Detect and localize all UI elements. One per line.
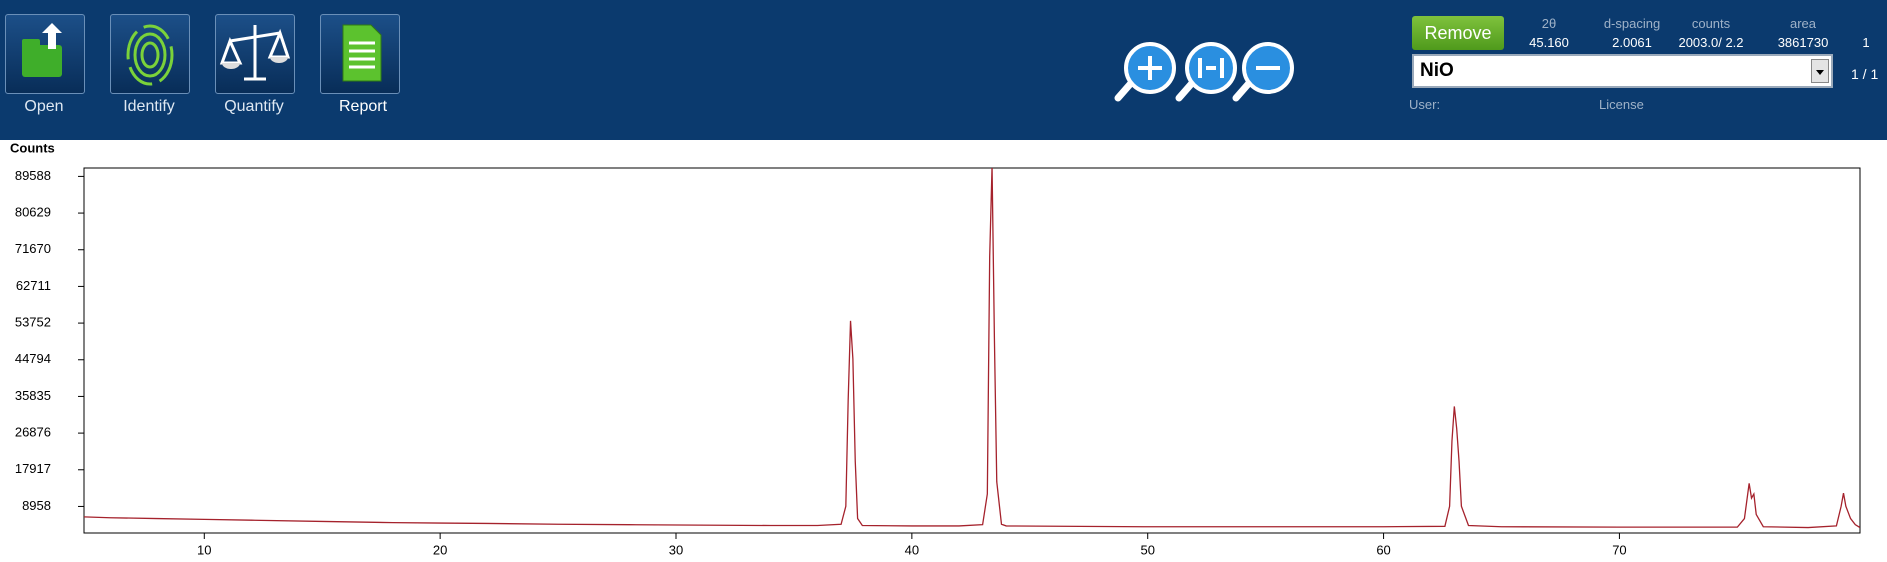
remove-button[interactable]: Remove	[1412, 16, 1504, 50]
y-tick-label: 89588	[15, 168, 51, 183]
y-tick-label: 26876	[15, 425, 51, 440]
open-icon	[22, 23, 62, 77]
zoom-reset[interactable]	[1175, 42, 1237, 102]
quantify-icon	[219, 25, 291, 81]
identify-button[interactable]	[110, 14, 190, 94]
zoom-in[interactable]	[1114, 42, 1176, 102]
y-tick-label: 8958	[22, 498, 51, 513]
quantify-button[interactable]	[215, 14, 295, 94]
column-value: 45.160	[1529, 35, 1569, 50]
column-value: 2003.0/ 2.2	[1678, 35, 1744, 50]
x-tick-label: 70	[1612, 542, 1626, 557]
y-tick-label: 62711	[16, 278, 51, 293]
column-header: d-spacing	[1603, 16, 1661, 31]
dropdown-arrow[interactable]	[1811, 59, 1829, 83]
column-header: 2θ	[1541, 16, 1557, 31]
x-tick-label: 40	[905, 542, 919, 557]
chart: Counts 8958 17917 26876 35835 44794 53752 6271…	[10, 140, 1861, 557]
x-tick-label: 30	[669, 542, 683, 557]
y-axis-title: Counts	[10, 140, 55, 155]
phase-dropdown[interactable]: NiO	[1412, 54, 1833, 88]
open-button[interactable]	[5, 14, 85, 94]
plot-frame	[83, 167, 1861, 534]
tool-label: Identify	[123, 98, 175, 115]
page-counter: 1 / 1	[1851, 66, 1879, 82]
y-tick-label: 80629	[15, 205, 51, 220]
y-tick-label: 71670	[15, 241, 51, 256]
toolbar: Open Identify Quantify Report Remove 2θ …	[0, 0, 1887, 140]
x-tick-label: 60	[1376, 542, 1390, 557]
license-label: License	[1599, 97, 1644, 112]
y-tick-label: 53752	[15, 315, 51, 330]
user-label: User:	[1409, 97, 1441, 112]
phase-name: NiO	[1420, 60, 1454, 81]
zoom-out[interactable]	[1232, 42, 1294, 102]
index-value: 1	[1862, 35, 1870, 50]
report-icon	[342, 24, 382, 82]
tool-label: Quantify	[224, 98, 284, 115]
report-button[interactable]	[320, 14, 400, 94]
x-tick-label: 20	[433, 542, 447, 557]
y-tick-label: 35835	[15, 388, 51, 403]
tool-label: Open	[24, 98, 64, 115]
y-tick-label: 44794	[15, 351, 51, 366]
column-value: 2.0061	[1612, 35, 1652, 50]
column-value: 3861730	[1777, 35, 1829, 50]
x-tick-label: 50	[1140, 542, 1154, 557]
x-tick-label: 10	[197, 542, 211, 557]
tool-label: Report	[338, 98, 388, 115]
zoom-controls	[1114, 42, 1294, 102]
column-header: area	[1789, 16, 1817, 31]
data-line	[84, 168, 1860, 529]
y-tick-label: 17917	[15, 461, 51, 476]
identify-icon	[126, 24, 174, 86]
column-header: counts	[1691, 16, 1731, 31]
